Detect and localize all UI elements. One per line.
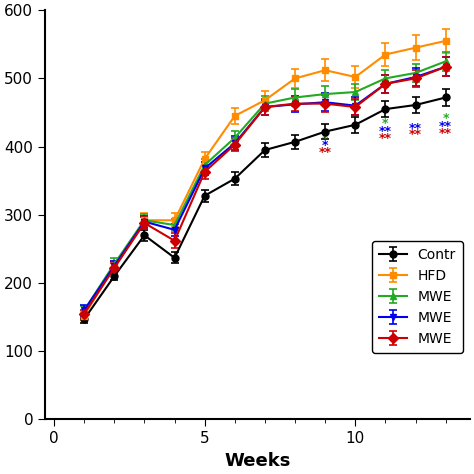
Text: *: * [442,112,449,125]
Text: **: ** [439,120,452,133]
Text: *: * [322,132,328,145]
Text: **: ** [409,122,422,135]
Text: *: * [382,117,389,129]
Text: *: * [322,139,328,152]
Text: **: ** [319,146,332,159]
Legend: Contr, HFD, MWE, MWE, MWE: Contr, HFD, MWE, MWE, MWE [372,241,463,353]
Text: **: ** [379,132,392,145]
Text: **: ** [379,125,392,138]
Text: **: ** [439,127,452,140]
Text: **: ** [409,128,422,141]
X-axis label: Weeks: Weeks [224,452,291,470]
